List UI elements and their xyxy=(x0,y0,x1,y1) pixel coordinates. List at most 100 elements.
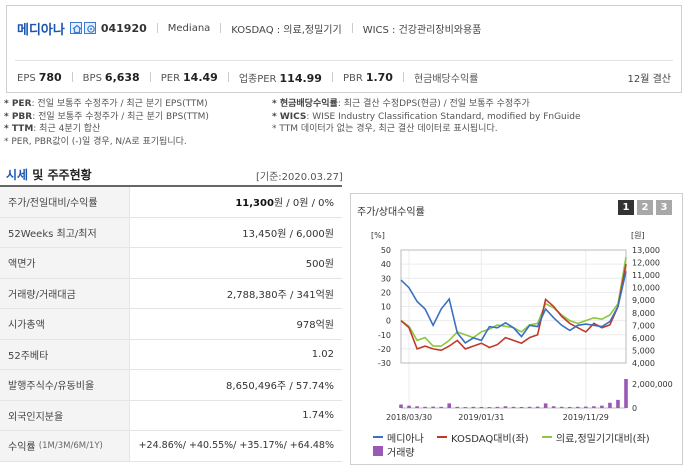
right-axis-unit: [원] xyxy=(631,231,645,240)
wics-sector: WICS : 건강관리장비와용품 xyxy=(362,24,482,36)
volume-bar xyxy=(495,406,500,408)
x-tick-label: 2019/01/31 xyxy=(458,413,504,422)
x-tick-label: 2018/03/30 xyxy=(386,413,432,422)
divider xyxy=(351,23,353,33)
settlement-month: 12월 결산 xyxy=(627,73,671,85)
volume-bar xyxy=(487,407,492,408)
metric-per: PER 14.49 xyxy=(160,70,218,84)
volume-bar xyxy=(479,406,484,408)
volume-bar xyxy=(503,406,508,408)
footnote-wics: * WICS: WISE Industry Classification Sta… xyxy=(272,111,581,122)
section-title: 시세 및 주주현황 xyxy=(6,168,92,182)
right-tick-label: 6,000 xyxy=(632,334,655,343)
metric-pbr: PBR 1.70 xyxy=(342,70,393,84)
legend-item-kosdaq: KOSDAQ대비(좌) xyxy=(437,430,529,445)
right-tick-label: 10,000 xyxy=(632,284,660,293)
divider xyxy=(156,23,158,33)
volume-bar xyxy=(551,406,556,408)
volume-bar xyxy=(415,406,419,408)
chart-button-2[interactable]: 2 xyxy=(637,200,653,215)
chart-button-1[interactable]: 1 xyxy=(618,200,634,215)
volume-bar xyxy=(407,405,411,408)
table-row: 시가총액 978억원 xyxy=(0,309,342,340)
stock-code: 041920 xyxy=(100,21,147,35)
footnote-ttm-missing: * TTM 데이터가 없는 경우, 최근 결산 데이터로 표시됩니다. xyxy=(272,124,498,134)
quote-table: 주가/전일대비/수익률 11,300원 / 0원 / 0% 52Weeks 최고… xyxy=(0,185,342,462)
left-tick-label: 0 xyxy=(386,317,391,326)
table-row: 52주베타 1.02 xyxy=(0,339,342,370)
volume-bar xyxy=(616,399,620,408)
volume-bar xyxy=(431,406,435,408)
volume-bar xyxy=(455,406,460,408)
metric-bps: BPS 6,638 xyxy=(82,70,140,84)
table-row: 52Weeks 최고/최저 13,450원 / 6,000원 xyxy=(0,217,342,248)
divider xyxy=(227,72,229,82)
table-row: 주가/전일대비/수익률 11,300원 / 0원 / 0% xyxy=(0,187,342,218)
volume-tick-label: 0 xyxy=(632,404,637,413)
chart-title: 주가/상대수익률 xyxy=(357,207,425,218)
company-name: 메디아나 xyxy=(17,22,65,38)
left-tick-label: -20 xyxy=(378,345,391,354)
footnotes: * PER: 전일 보통주 수정주가 / 최근 분기 EPS(TTM) * PB… xyxy=(4,98,684,152)
footnotes-left: * PER: 전일 보통주 수정주가 / 최근 분기 EPS(TTM) * PB… xyxy=(4,98,209,148)
right-tick-label: 11,000 xyxy=(632,271,660,280)
metrics-row: EPS 780 BPS 6,638 PER 14.49 업종PER 114.99 PBR… xyxy=(17,68,671,86)
footnote-ttm: * TTM: 최근 4분기 합산 xyxy=(4,124,101,134)
ir-icon[interactable] xyxy=(83,22,96,34)
right-tick-label: 9,000 xyxy=(632,296,655,305)
legend-item-volume: 거래량 xyxy=(373,444,415,459)
divider xyxy=(71,72,73,82)
right-tick-label: 13,000 xyxy=(632,246,660,255)
chart-panel: 주가/상대수익률 1 2 3 [%] [원] 50 40 30 20 10 0 -10 -20 -3… xyxy=(350,193,683,465)
volume-bar xyxy=(535,406,540,408)
volume-bar xyxy=(423,406,427,408)
left-tick-label: -30 xyxy=(378,359,391,368)
header-divider xyxy=(15,60,673,61)
divider xyxy=(220,23,222,33)
stock-summary-header: 메디아나 041920 Mediana KOSDAQ : 의료,정밀기기 WIC… xyxy=(6,5,682,93)
reference-date: [기준:2020.03.27] xyxy=(256,172,343,183)
price-relative-return-chart: [%] [원] 50 40 30 20 10 0 -10 -20 -30 13,000 12,000 11… xyxy=(371,231,673,422)
volume-bar xyxy=(519,406,524,408)
metric-dividend-yield: 현금배당수익률 xyxy=(413,73,479,85)
series-line-kosdaq xyxy=(400,263,627,352)
plot-frame xyxy=(400,249,627,364)
volume-bar xyxy=(463,407,468,408)
footnote-dividend: * 현금배당수익률: 최근 결산 수정DPS(현금) / 전일 보통주 수정주가 xyxy=(272,99,530,109)
right-tick-label: 7,000 xyxy=(632,321,655,330)
legend-item-price: 메디아나 xyxy=(373,430,424,445)
volume-bar xyxy=(559,406,564,408)
table-row-returns: 수익률 (1M/3M/6M/1Y) +24.86%/ +40.55%/ +35.… xyxy=(0,431,342,462)
chart-button-3[interactable]: 3 xyxy=(656,200,672,215)
volume-bar xyxy=(511,406,516,408)
table-row: 거래량/거래대금 2,788,380주 / 341억원 xyxy=(0,278,342,309)
series-line-sector xyxy=(400,256,627,347)
table-row: 액면가 500원 xyxy=(0,248,342,279)
metric-eps: EPS 780 xyxy=(17,70,62,84)
left-tick-label: 50 xyxy=(381,246,391,255)
footnote-na: * PER, PBR값이 (-)일 경우, N/A로 표기됩니다. xyxy=(4,136,187,147)
volume-bar xyxy=(624,379,628,408)
home-icon[interactable] xyxy=(69,22,82,34)
left-tick-label: 40 xyxy=(381,260,391,269)
volume-bar xyxy=(575,406,580,408)
table-row: 외국인지분율 1.74% xyxy=(0,400,342,431)
volume-tick-label: 2,000,000 xyxy=(632,380,673,389)
footnote-pbr: * PBR: 전일 보통주 수정주가 / 최근 분기 BPS(TTM) xyxy=(4,111,209,122)
left-tick-label: 10 xyxy=(381,303,391,312)
volume-bar xyxy=(543,403,548,408)
divider xyxy=(402,72,404,82)
divider xyxy=(149,72,151,82)
right-tick-label: 5,000 xyxy=(632,346,655,355)
metric-sector-per: 업종PER 114.99 xyxy=(238,71,322,85)
x-tick-label: 2019/11/29 xyxy=(563,413,609,422)
volume-bar xyxy=(447,403,452,408)
left-tick-label: -10 xyxy=(378,331,391,340)
right-tick-label: 8,000 xyxy=(632,309,655,318)
volume-bar xyxy=(471,406,476,408)
english-name: Mediana xyxy=(167,22,211,34)
volume-bar xyxy=(527,406,532,408)
volume-bar xyxy=(600,405,604,408)
footnote-per: * PER: 전일 보통주 수정주가 / 최근 분기 EPS(TTM) xyxy=(4,99,208,109)
left-tick-label: 20 xyxy=(381,288,391,297)
